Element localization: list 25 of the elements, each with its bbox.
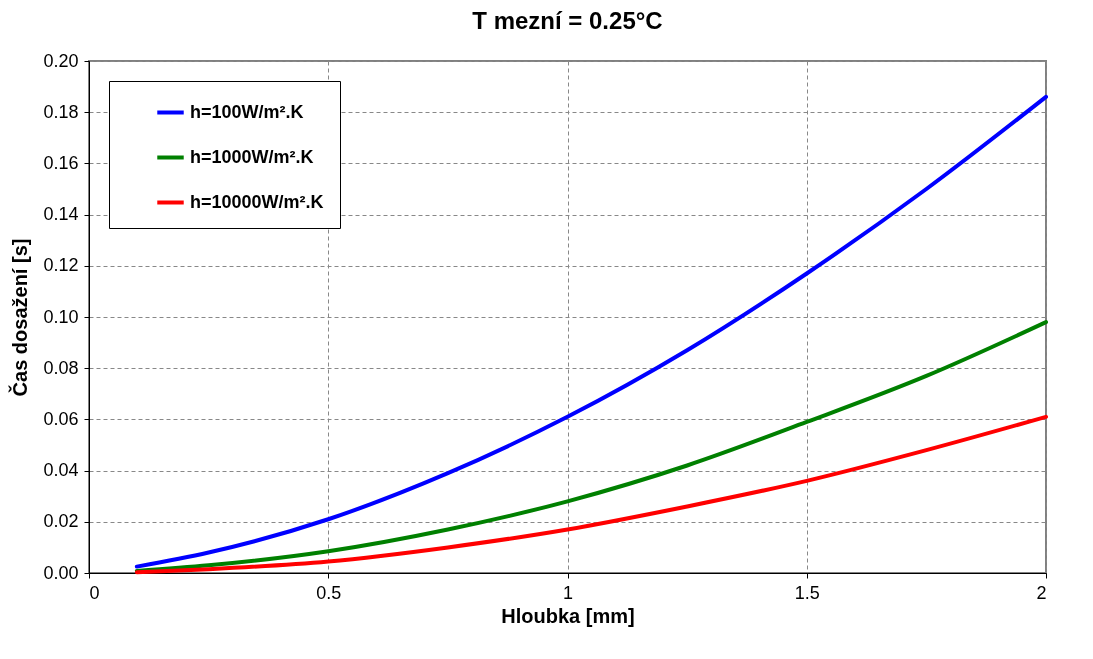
legend-label: h=1000W/m².K [190, 146, 314, 167]
chart-title: T mezní = 0.25°C [472, 7, 663, 34]
y-tick-label: 0.08 [43, 357, 79, 378]
y-tick-label: 0.02 [43, 511, 79, 532]
line-series [134, 414, 1048, 575]
y-tick-label: 0.20 [43, 50, 79, 71]
legend-label: h=10000W/m².K [190, 191, 324, 212]
y-tick-label: 0.18 [43, 101, 79, 122]
y-tick-label: 0.04 [43, 460, 79, 481]
y-tick-label: 0.14 [43, 204, 79, 225]
x-tick-label: 2 [1036, 582, 1047, 603]
x-tick-label: 0 [89, 582, 100, 603]
line-series [134, 320, 1048, 573]
x-tick-label: 1.5 [794, 582, 820, 603]
y-tick-label: 0.10 [43, 306, 79, 327]
y-axis-title: Čas dosažení [s] [8, 238, 32, 397]
legend-label: h=100W/m².K [190, 101, 304, 122]
x-tick-label: 0.5 [316, 582, 342, 603]
y-tick-label: 0.06 [43, 408, 79, 429]
line-series [134, 94, 1048, 569]
y-tick-label: 0.12 [43, 255, 79, 276]
y-tick-label: 0.16 [43, 152, 79, 173]
y-tick-label: 0.00 [43, 562, 79, 583]
x-axis-title: Hloubka [mm] [501, 604, 635, 627]
x-tick-label: 1 [562, 582, 574, 603]
